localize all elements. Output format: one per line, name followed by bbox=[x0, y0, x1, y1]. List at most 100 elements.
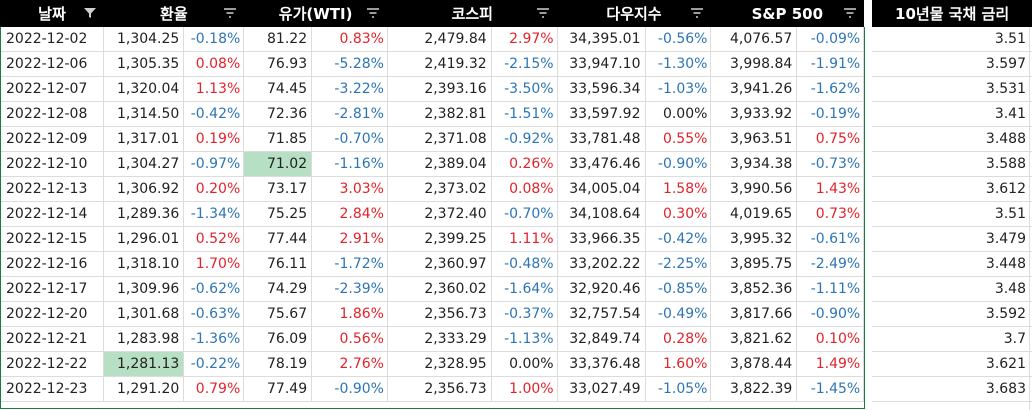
kospi-cell[interactable]: 2,356.73 bbox=[387, 301, 492, 327]
date-cell[interactable]: 2022-12-02 bbox=[0, 27, 105, 52]
filter-icon[interactable] bbox=[365, 6, 381, 20]
wti-cell[interactable]: 77.49 bbox=[243, 376, 313, 402]
fx-change-cell[interactable]: -0.22% bbox=[183, 351, 245, 377]
sp500-change-cell[interactable]: 1.43% bbox=[796, 176, 865, 202]
wti-change-cell[interactable]: -2.39% bbox=[311, 276, 388, 302]
sp500-change-cell[interactable]: -0.61% bbox=[796, 226, 865, 252]
dow-cell[interactable]: 32,849.74 bbox=[557, 326, 646, 352]
fx-cell[interactable]: 1,318.10 bbox=[103, 251, 185, 277]
date-cell[interactable]: 2022-12-07 bbox=[0, 76, 105, 102]
dow-cell[interactable]: 33,781.48 bbox=[557, 126, 646, 152]
bond-cell[interactable]: 3.588 bbox=[872, 151, 1032, 177]
sp500-cell[interactable]: 3,934.38 bbox=[710, 151, 798, 177]
fx-change-cell[interactable]: -1.36% bbox=[183, 326, 245, 352]
wti-cell[interactable]: 76.09 bbox=[243, 326, 313, 352]
wti-cell[interactable]: 76.93 bbox=[243, 51, 313, 77]
sp500-change-cell[interactable]: -1.11% bbox=[796, 276, 865, 302]
filter-icon[interactable] bbox=[222, 6, 238, 20]
kospi-change-cell[interactable]: 0.00% bbox=[491, 351, 558, 377]
sp500-change-cell[interactable]: -0.90% bbox=[796, 301, 865, 327]
wti-cell[interactable]: 76.11 bbox=[243, 251, 313, 277]
wti-change-cell[interactable]: -3.22% bbox=[311, 76, 388, 102]
kospi-cell[interactable]: 2,333.29 bbox=[387, 326, 492, 352]
kospi-change-cell[interactable]: 1.00% bbox=[491, 376, 558, 402]
kospi-cell[interactable]: 2,419.32 bbox=[387, 51, 492, 77]
sp500-cell[interactable]: 4,076.57 bbox=[710, 27, 798, 52]
header-dow[interactable]: 다우지수 bbox=[557, 0, 711, 27]
kospi-change-cell[interactable]: -1.51% bbox=[491, 101, 558, 127]
wti-change-cell[interactable]: -1.16% bbox=[311, 151, 388, 177]
bond-cell[interactable]: 3.683 bbox=[872, 376, 1032, 402]
sp500-cell[interactable]: 3,878.44 bbox=[710, 351, 798, 377]
date-cell[interactable]: 2022-12-13 bbox=[0, 176, 105, 202]
fx-cell[interactable]: 1,289.36 bbox=[103, 201, 185, 227]
header-date[interactable]: 날짜 bbox=[0, 0, 104, 27]
sp500-change-cell[interactable]: -0.19% bbox=[796, 101, 865, 127]
sp500-cell[interactable]: 3,941.26 bbox=[710, 76, 798, 102]
dow-change-cell[interactable]: -0.42% bbox=[645, 226, 712, 252]
kospi-change-cell[interactable]: 2.97% bbox=[491, 27, 558, 52]
dow-change-cell[interactable]: -0.49% bbox=[645, 301, 712, 327]
wti-cell[interactable]: 74.45 bbox=[243, 76, 313, 102]
kospi-change-cell[interactable]: -0.92% bbox=[491, 126, 558, 152]
wti-cell[interactable]: 81.22 bbox=[243, 27, 313, 52]
sp500-cell[interactable]: 3,990.56 bbox=[710, 176, 798, 202]
fx-cell[interactable]: 1,304.25 bbox=[103, 27, 185, 52]
dow-change-cell[interactable]: 0.28% bbox=[645, 326, 712, 352]
kospi-cell[interactable]: 2,360.02 bbox=[387, 276, 492, 302]
fx-cell[interactable]: 1,314.50 bbox=[103, 101, 185, 127]
wti-change-cell[interactable]: -2.81% bbox=[311, 101, 388, 127]
bond-cell[interactable]: 3.488 bbox=[872, 126, 1032, 152]
dow-cell[interactable]: 33,597.92 bbox=[557, 101, 646, 127]
dow-change-cell[interactable]: -1.30% bbox=[645, 51, 712, 77]
fx-cell[interactable]: 1,320.04 bbox=[103, 76, 185, 102]
dow-change-cell[interactable]: -0.85% bbox=[645, 276, 712, 302]
dow-cell[interactable]: 32,920.46 bbox=[557, 276, 646, 302]
dow-cell[interactable]: 34,395.01 bbox=[557, 27, 646, 52]
bond-cell[interactable]: 3.7 bbox=[872, 326, 1032, 352]
kospi-change-cell[interactable]: -3.50% bbox=[491, 76, 558, 102]
dow-cell[interactable]: 33,376.48 bbox=[557, 351, 646, 377]
sp500-change-cell[interactable]: -1.45% bbox=[796, 376, 865, 402]
fx-change-cell[interactable]: -0.62% bbox=[183, 276, 245, 302]
wti-cell[interactable]: 71.85 bbox=[243, 126, 313, 152]
date-cell[interactable]: 2022-12-20 bbox=[0, 301, 105, 327]
kospi-cell[interactable]: 2,372.40 bbox=[387, 201, 492, 227]
date-cell[interactable]: 2022-12-15 bbox=[0, 226, 105, 252]
bond-cell[interactable]: 3.531 bbox=[872, 76, 1032, 102]
wti-change-cell[interactable]: 0.83% bbox=[311, 27, 388, 52]
sp500-cell[interactable]: 3,822.39 bbox=[710, 376, 798, 402]
fx-cell[interactable]: 1,306.92 bbox=[103, 176, 185, 202]
bond-cell[interactable]: 3.612 bbox=[872, 176, 1032, 202]
fx-change-cell[interactable]: -0.42% bbox=[183, 101, 245, 127]
fx-change-cell[interactable]: 1.13% bbox=[183, 76, 245, 102]
filter-icon[interactable] bbox=[535, 6, 551, 20]
kospi-cell[interactable]: 2,373.02 bbox=[387, 176, 492, 202]
kospi-change-cell[interactable]: -0.48% bbox=[491, 251, 558, 277]
sp500-change-cell[interactable]: 0.75% bbox=[796, 126, 865, 152]
sp500-change-cell[interactable]: -0.09% bbox=[796, 27, 865, 52]
kospi-cell[interactable]: 2,382.81 bbox=[387, 101, 492, 127]
sp500-cell[interactable]: 3,821.62 bbox=[710, 326, 798, 352]
kospi-change-cell[interactable]: 0.08% bbox=[491, 176, 558, 202]
wti-change-cell[interactable]: -5.28% bbox=[311, 51, 388, 77]
fx-change-cell[interactable]: 0.08% bbox=[183, 51, 245, 77]
date-cell[interactable]: 2022-12-21 bbox=[0, 326, 105, 352]
fx-change-cell[interactable]: 0.52% bbox=[183, 226, 245, 252]
dow-change-cell[interactable]: -1.05% bbox=[645, 376, 712, 402]
bond-cell[interactable]: 3.592 bbox=[872, 301, 1032, 327]
dow-cell[interactable]: 33,596.34 bbox=[557, 76, 646, 102]
bond-cell[interactable]: 3.479 bbox=[872, 226, 1032, 252]
header-fx[interactable]: 환율 bbox=[103, 0, 244, 27]
date-cell[interactable]: 2022-12-17 bbox=[0, 276, 105, 302]
fx-change-cell[interactable]: -0.18% bbox=[183, 27, 245, 52]
wti-cell[interactable]: 74.29 bbox=[243, 276, 313, 302]
kospi-change-cell[interactable]: 0.26% bbox=[491, 151, 558, 177]
date-cell[interactable]: 2022-12-08 bbox=[0, 101, 105, 127]
fx-cell[interactable]: 1,283.98 bbox=[103, 326, 185, 352]
kospi-cell[interactable]: 2,360.97 bbox=[387, 251, 492, 277]
dow-change-cell[interactable]: 1.58% bbox=[645, 176, 712, 202]
bond-cell[interactable]: 3.41 bbox=[872, 101, 1032, 127]
fx-change-cell[interactable]: -1.34% bbox=[183, 201, 245, 227]
sp500-change-cell[interactable]: 0.10% bbox=[796, 326, 865, 352]
